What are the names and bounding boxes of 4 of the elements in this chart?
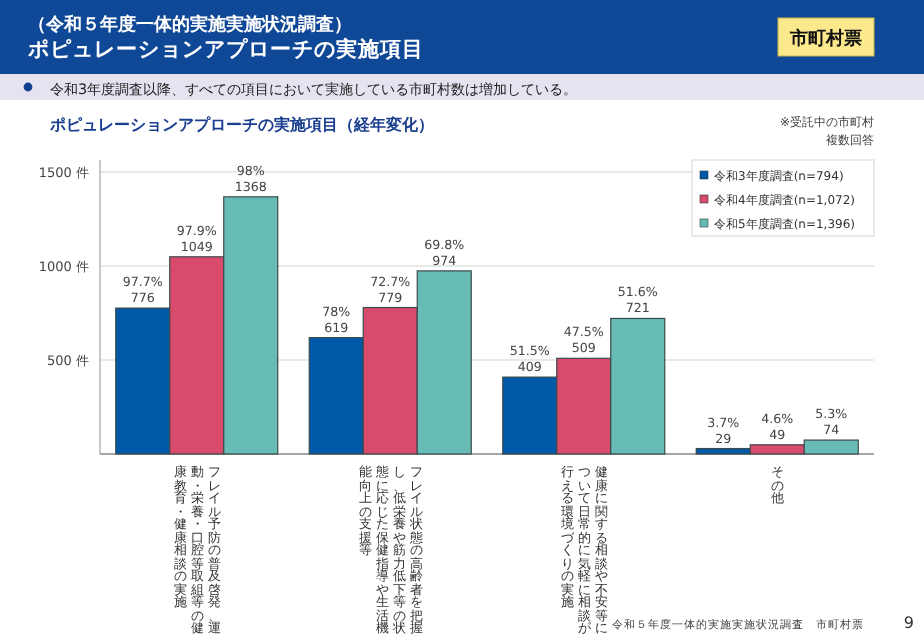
text: 9 [903, 614, 914, 632]
chart-title: ポピュレーションアプローチの実施項目 [26, 36, 424, 62]
text: 市町村票 [788, 28, 862, 50]
text: （令和５年度一体的実施実施状況調査） [28, 14, 352, 36]
